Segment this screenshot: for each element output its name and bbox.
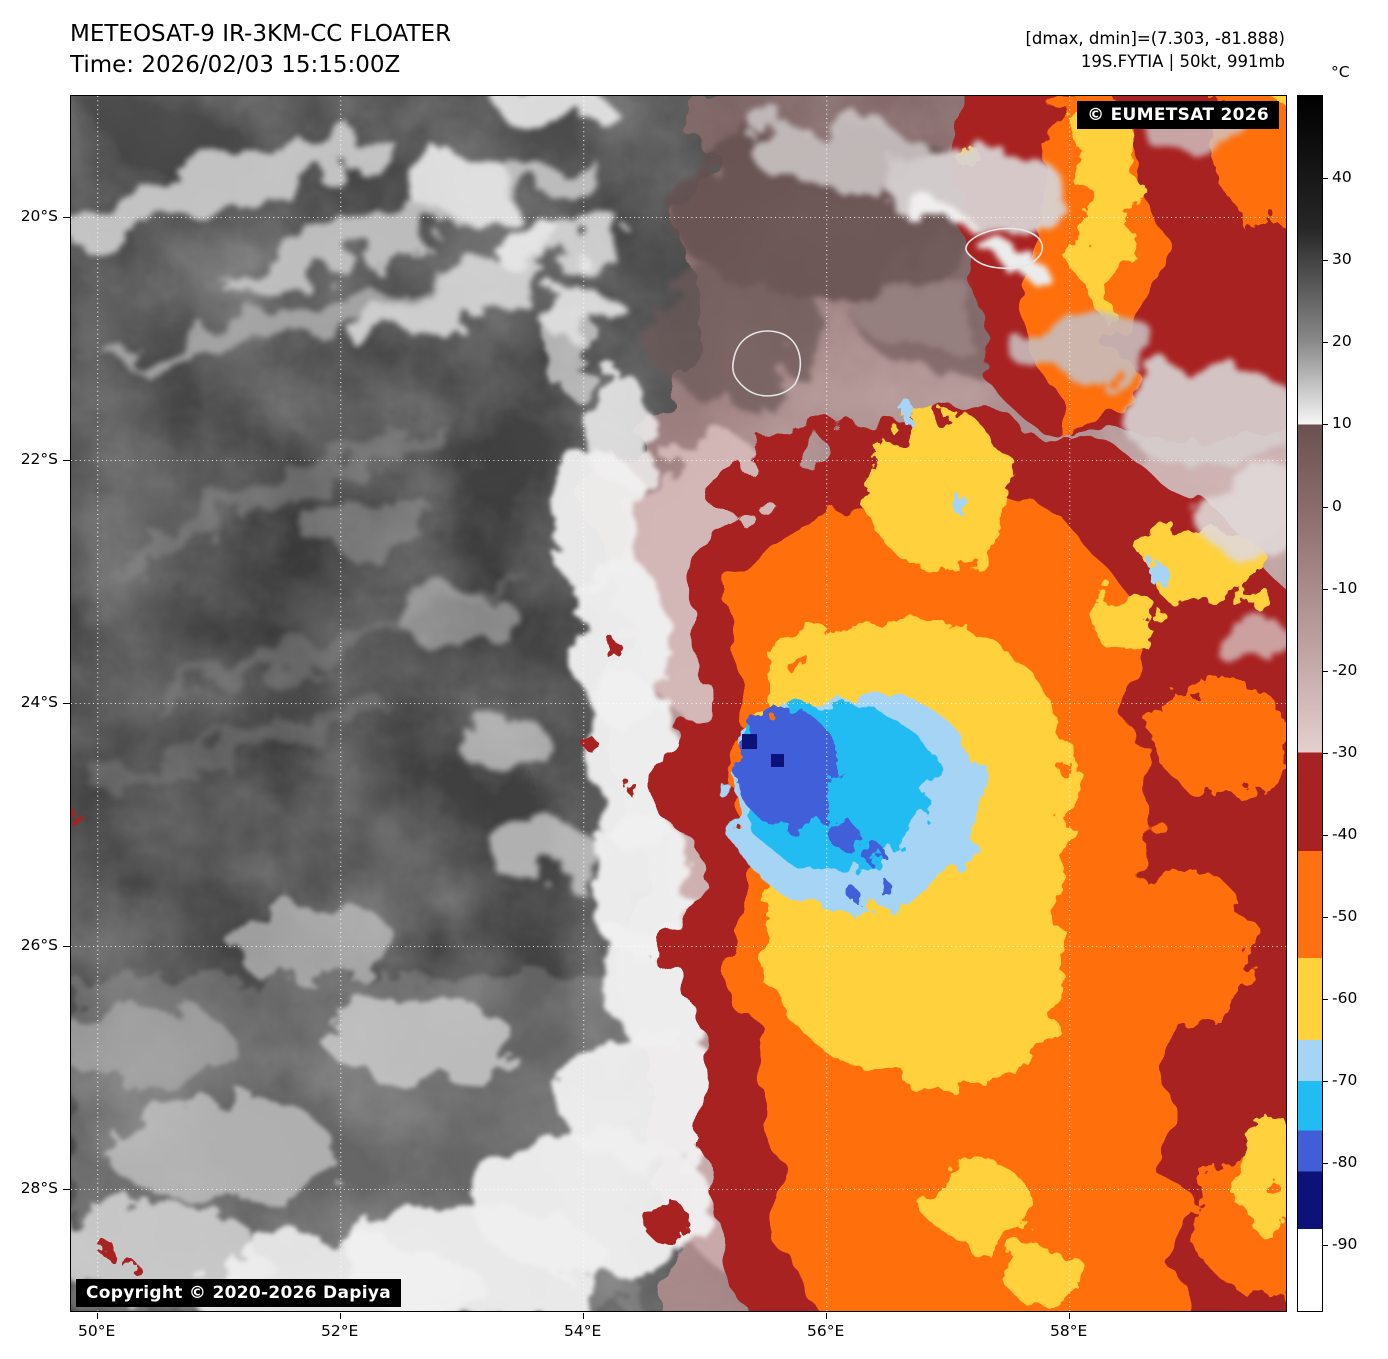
y-axis-tick-label: 28°S [20, 1178, 58, 1197]
island-outline-reunion [731, 330, 802, 397]
y-axis-tick [63, 216, 70, 218]
colorbar-tick-mark [1322, 424, 1328, 426]
colorbar-tick-mark [1322, 834, 1328, 836]
colorbar-tick-mark [1322, 588, 1328, 590]
x-axis-tick-label: 56°E [807, 1322, 845, 1340]
x-axis-tick-label: 54°E [564, 1322, 602, 1340]
colorbar-tick-mark [1322, 178, 1328, 180]
y-axis-tick-label: 20°S [20, 206, 58, 225]
x-axis-tick [96, 1313, 98, 1319]
y-axis-tick-label: 24°S [20, 692, 58, 711]
figure-timestamp: Time: 2026/02/03 15:15:00Z [70, 52, 401, 78]
colorbar-tick-label: 10 [1332, 414, 1352, 433]
colorbar-tick-label: -30 [1332, 742, 1358, 761]
x-axis-tick-label: 58°E [1050, 1322, 1088, 1340]
colorbar-unit-label: °C [1331, 63, 1350, 81]
satellite-map: © EUMETSAT 2026 Copyright © 2020-2026 Da… [70, 95, 1287, 1312]
figure-title: METEOSAT-9 IR-3KM-CC FLOATER [70, 21, 452, 47]
colorbar-tick-label: 0 [1332, 496, 1342, 515]
x-axis-tick [1068, 1313, 1070, 1319]
coastlines [731, 227, 1044, 397]
colorbar-tick-label: -40 [1332, 824, 1358, 843]
island-outline-mauritius [965, 227, 1044, 270]
x-axis-tick [825, 1313, 827, 1319]
colorbar-tick-label: 40 [1332, 168, 1352, 187]
colorbar-tick-mark [1322, 999, 1328, 1000]
y-axis-tick-label: 26°S [20, 935, 58, 954]
colorbar-tick-mark [1322, 670, 1328, 672]
colorbar-tick-mark [1322, 1081, 1328, 1083]
y-axis-tick [63, 702, 70, 704]
colorbar-tick-label: -90 [1332, 1235, 1358, 1254]
colorbar-tick-label: -50 [1332, 906, 1358, 925]
colorbar-tick-label: -80 [1332, 1153, 1358, 1172]
y-axis-tick [63, 1188, 70, 1190]
x-axis-tick-label: 50°E [78, 1322, 116, 1340]
colorbar-tick-label: -20 [1332, 660, 1358, 679]
x-axis-tick-label: 52°E [321, 1322, 359, 1340]
colorbar-tick-label: -60 [1332, 989, 1358, 1008]
colorbar-tick-mark [1322, 260, 1328, 262]
colorbar-tick-label: -70 [1332, 1071, 1358, 1090]
colorbar: 40 30 20 10 0 -10 -20 -30 -40 -50 -60 -70 -80 -90 [1297, 95, 1357, 1312]
dmax-dmin-readout: [dmax, dmin]=(7.303, -81.888) [1025, 29, 1286, 48]
colorbar-tick-label: 30 [1332, 250, 1352, 269]
ir-cloud-art [71, 96, 1286, 1311]
gridlines [71, 96, 1286, 1311]
colorbar-tick-mark [1322, 506, 1328, 508]
storm-readout: 19S.FYTIA | 50kt, 991mb [1080, 52, 1285, 71]
colorbar-tick-label: 20 [1332, 332, 1352, 351]
y-axis-tick [63, 945, 70, 947]
y-axis-tick [63, 459, 70, 461]
eumetsat-credit: © EUMETSAT 2026 [1077, 101, 1279, 129]
colorbar-gradient [1298, 96, 1322, 1311]
satellite-ir-image [71, 96, 1286, 1311]
colorbar-tick-mark [1322, 342, 1328, 344]
colorbar-tick-mark [1322, 1163, 1328, 1165]
stats-block: [dmax, dmin]=(7.303, -81.888) 19S.FYTIA … [1026, 27, 1286, 73]
y-axis-tick-label: 22°S [20, 449, 58, 468]
x-axis-tick [339, 1313, 341, 1319]
colorbar-tick-mark [1322, 916, 1328, 918]
colorbar-tick-mark [1322, 752, 1328, 754]
title-block: METEOSAT-9 IR-3KM-CC FLOATER Time: 2026/… [70, 19, 451, 81]
x-axis-tick [582, 1313, 584, 1319]
copyright-badge: Copyright © 2020-2026 Dapiya [76, 1279, 401, 1307]
cold-core [729, 404, 1169, 913]
colorbar-tick-mark [1322, 1245, 1328, 1247]
colorbar-tick-label: -10 [1332, 578, 1358, 597]
